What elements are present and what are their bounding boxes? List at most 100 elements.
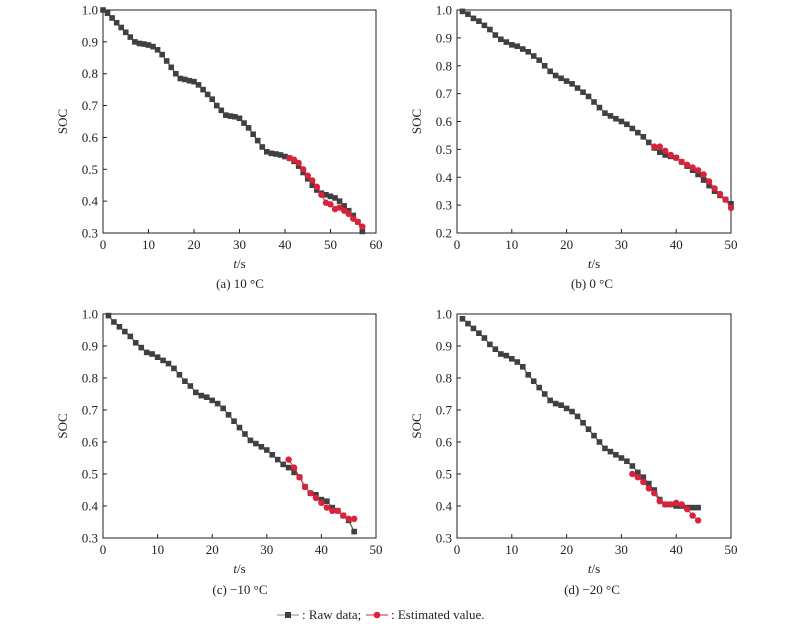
estimated-point: [295, 159, 302, 167]
chart-panel-3: 0 10 20 30 40 50 0.3 0.4 0.5 0.6 0.7 0.8 0.9 1.0 t/s SO…: [409, 307, 738, 598]
raw-data-point: [285, 464, 292, 471]
raw-data-point: [218, 107, 225, 114]
y-tick-label: 0.3: [82, 531, 98, 546]
x-axis-label-var: t: [588, 256, 592, 271]
raw-data-point: [689, 504, 696, 511]
raw-data-point: [596, 439, 603, 445]
raw-data-point: [198, 392, 205, 399]
estimated-point: [313, 183, 321, 191]
raw-data-point: [530, 53, 537, 59]
estimated-point: [340, 512, 347, 519]
raw-data-point: [195, 82, 202, 88]
estimated-point: [656, 498, 663, 505]
raw-data-point: [225, 412, 232, 418]
raw-data-point: [728, 200, 734, 207]
estimated-point: [662, 501, 669, 508]
estimated-point: [705, 178, 713, 185]
y-tick-label: 0.5: [436, 467, 452, 482]
x-axis-label: t/s: [588, 256, 600, 271]
x-tick-label: 50: [324, 237, 337, 252]
raw-data-series: [459, 316, 701, 511]
raw-data-point: [160, 357, 166, 364]
raw-data-point: [250, 131, 256, 138]
y-tick-label: 0.3: [82, 226, 98, 241]
x-tick-label: 50: [725, 237, 738, 252]
x-tick-label: 0: [454, 542, 461, 557]
estimated-point: [290, 464, 298, 471]
raw-data-point: [122, 29, 129, 36]
raw-data-point: [613, 452, 619, 458]
raw-data-point: [336, 198, 343, 204]
estimated-series: [285, 456, 358, 522]
legend-est-label: : Estimated value.: [391, 607, 485, 622]
estimated-point: [694, 517, 702, 524]
x-axis-label-unit: /s: [591, 561, 600, 576]
raw-data-point: [268, 150, 275, 157]
estimated-point: [651, 143, 658, 150]
raw-data-point: [187, 383, 194, 389]
raw-data-point: [569, 81, 575, 87]
raw-data-point: [487, 26, 493, 33]
x-tick-label: 10: [505, 237, 518, 252]
estimated-point: [336, 204, 343, 211]
y-tick-label: 0.8: [436, 371, 452, 386]
raw-data-point: [168, 64, 175, 71]
x-tick-label: 30: [615, 237, 628, 252]
raw-data-point: [227, 113, 234, 119]
raw-data-point: [329, 504, 336, 511]
estimated-point: [304, 172, 311, 179]
raw-data-point: [695, 171, 701, 178]
raw-data-point: [563, 405, 570, 412]
estimated-point: [629, 470, 636, 478]
y-tick-label: 0.6: [436, 435, 453, 450]
chart-panel-0: 0 10 20 30 40 50 60 0.3 0.4 0.5 0.6 0.7 0.8 0.9 1.0 t/s…: [55, 3, 383, 292]
estimated-point: [290, 156, 298, 163]
raw-data-point: [132, 340, 139, 346]
estimated-point: [359, 223, 366, 230]
raw-data-point: [624, 121, 630, 128]
panel-caption: (d) −20 °C: [564, 582, 620, 597]
raw-data-point: [259, 144, 266, 150]
panel-caption: (c) −10 °C: [212, 582, 267, 597]
raw-data-point: [231, 418, 237, 424]
raw-data-point: [200, 86, 206, 93]
x-axis-label: t/s: [233, 256, 245, 271]
estimated-point: [678, 501, 685, 508]
x-tick-label: 10: [505, 542, 518, 557]
raw-data-point: [541, 62, 548, 69]
raw-data-point: [602, 445, 608, 452]
estimated-point: [334, 507, 341, 514]
raw-data-point: [214, 400, 221, 407]
raw-data-point: [525, 372, 532, 378]
x-axis-label-var: t: [588, 561, 592, 576]
y-tick-label: 0.7: [82, 403, 99, 418]
y-tick-label: 0.9: [82, 34, 98, 49]
y-tick-label: 0.9: [82, 339, 98, 354]
raw-data-point: [629, 463, 636, 469]
raw-data-point: [498, 36, 504, 43]
raw-data-point: [640, 134, 647, 140]
raw-data-point: [552, 400, 559, 407]
raw-data-point: [245, 125, 252, 131]
estimated-point: [645, 485, 652, 492]
raw-data-point: [558, 75, 564, 82]
raw-data-point: [519, 364, 526, 370]
raw-data-point: [673, 503, 679, 509]
estimated-point: [694, 167, 702, 174]
estimated-point: [323, 504, 331, 511]
raw-data-point: [547, 68, 553, 75]
raw-data-point: [264, 447, 270, 453]
estimated-point: [667, 151, 674, 159]
raw-data-point: [141, 41, 147, 47]
raw-data-point: [465, 11, 471, 17]
raw-data-point: [470, 325, 477, 332]
estimated-point: [345, 210, 352, 218]
raw-data-point: [459, 316, 466, 322]
y-tick-label: 0.5: [82, 467, 98, 482]
y-tick-label: 0.8: [436, 58, 452, 73]
y-tick-label: 0.9: [436, 339, 452, 354]
y-tick-label: 0.3: [436, 531, 452, 546]
x-tick-label: 40: [279, 237, 292, 252]
raw-data-point: [182, 76, 188, 83]
raw-data-point: [149, 351, 155, 357]
